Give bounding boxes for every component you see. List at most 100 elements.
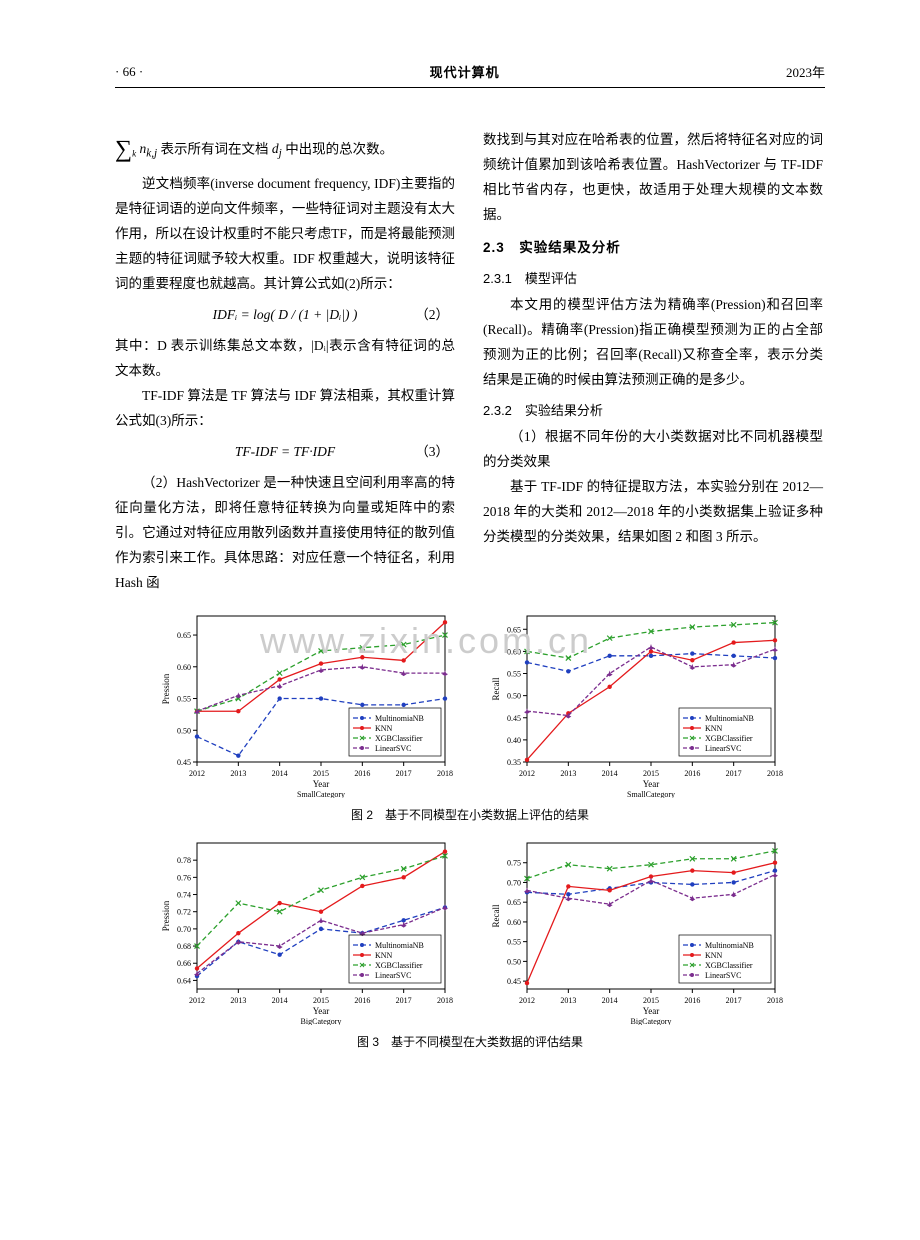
fig2-row: 0.45 0.50 0.55 0.60 0.65 2012 2013 2014 2015 2016… [115,608,825,798]
svg-text:MultinomiaNB: MultinomiaNB [705,714,754,723]
svg-text:2018: 2018 [437,769,453,778]
svg-text:0.60: 0.60 [177,663,191,672]
f: IDFᵢ = log( D / (1 + |Dᵢ|) ) [213,303,358,328]
svg-text:0.68: 0.68 [177,942,191,951]
svg-text:0.78: 0.78 [177,856,191,865]
svg-text:2016: 2016 [354,996,370,1005]
svg-text:0.50: 0.50 [507,957,521,966]
svg-text:0.55: 0.55 [507,938,521,947]
para-r2: 基于 TF-IDF 的特征提取方法，本实验分别在 2012—2018 年的大类和… [483,475,823,550]
svg-text:2013: 2013 [230,996,246,1005]
svg-text:2016: 2016 [684,769,700,778]
svg-text:Recall: Recall [491,677,501,700]
svg-text:0.60: 0.60 [507,918,521,927]
svg-text:Year: Year [643,779,660,789]
svg-text:BigCategory: BigCategory [301,1017,342,1025]
svg-text:KNN: KNN [375,724,393,733]
svg-text:MultinomiaNB: MultinomiaNB [705,941,754,950]
fig3-caption: 图 3 基于不同模型在大类数据的评估结果 [115,1033,825,1050]
svg-text:MultinomiaNB: MultinomiaNB [375,714,424,723]
svg-text:2016: 2016 [354,769,370,778]
svg-text:0.75: 0.75 [507,859,521,868]
svg-text:0.35: 0.35 [507,758,521,767]
svg-text:0.76: 0.76 [177,873,191,882]
sec-2-3: 2.3 实验结果及分析 [483,236,823,261]
para-hash: （2）HashVectorizer 是一种快速且空间利用率高的特征向量化方法，即… [115,471,455,596]
left-column: ∑k nk,j 表示所有词在文档 dj 中出现的总次数。 逆文档频率(inver… [115,128,455,596]
svg-text:0.45: 0.45 [507,977,521,986]
fig2-caption: 图 2 基于不同模型在小类数据上评估的结果 [115,806,825,823]
svg-text:2018: 2018 [437,996,453,1005]
svg-text:2012: 2012 [519,996,535,1005]
fig3-row: 0.64 0.66 0.68 0.70 0.72 0.74 0.76 0.78 2012 2013… [115,835,825,1025]
svg-text:2014: 2014 [602,769,618,778]
sec-2-3-1: 2.3.1 模型评估 [483,267,823,291]
svg-text:0.45: 0.45 [177,758,191,767]
svg-text:Year: Year [313,1006,330,1016]
svg-text:2018: 2018 [767,996,783,1005]
svg-text:KNN: KNN [705,724,723,733]
svg-text:0.74: 0.74 [177,890,191,899]
svg-text:LinearSVC: LinearSVC [375,971,411,980]
svg-text:XGBClassifier: XGBClassifier [705,734,753,743]
svg-text:2014: 2014 [602,996,618,1005]
svg-text:0.65: 0.65 [177,631,191,640]
para-idf: 逆文档频率(inverse document frequency, IDF)主要… [115,172,455,297]
svg-text:Year: Year [643,1006,660,1016]
svg-text:KNN: KNN [705,951,723,960]
svg-text:BigCategory: BigCategory [631,1017,672,1025]
svg-text:2017: 2017 [726,996,742,1005]
svg-text:2017: 2017 [396,769,412,778]
svg-text:2013: 2013 [560,996,576,1005]
sec-2-3-2: 2.3.2 实验结果分析 [483,399,823,423]
svg-text:0.60: 0.60 [507,647,521,656]
svg-text:0.65: 0.65 [507,898,521,907]
svg-text:2013: 2013 [560,769,576,778]
para-sigma: ∑k nk,j 表示所有词在文档 dj 中出现的总次数。 [115,128,455,172]
page-number: · 66 · [115,64,143,80]
right-column: 数找到与其对应在哈希表的位置，然后将特征名对应的词频统计值累加到该哈希表位置。H… [483,128,823,596]
svg-text:0.70: 0.70 [177,925,191,934]
svg-text:2015: 2015 [313,996,329,1005]
fig2-left-chart: 0.450.500.550.600.6520122013201420152016… [155,608,455,798]
svg-text:2014: 2014 [272,769,288,778]
fig2-right-chart: 0.350.400.450.500.550.600.65201220132014… [485,608,785,798]
svg-text:LinearSVC: LinearSVC [705,744,741,753]
journal-title: 现代计算机 [430,62,500,81]
svg-text:0.55: 0.55 [177,694,191,703]
svg-text:XGBClassifier: XGBClassifier [375,961,423,970]
t: 表示所有词在文档 [161,141,269,156]
svg-text:2012: 2012 [519,769,535,778]
svg-text:0.65: 0.65 [507,625,521,634]
svg-text:2015: 2015 [643,996,659,1005]
fig3-left-chart: 0.64 0.66 0.68 0.70 0.72 0.74 0.76 0.78 2012 2013… [155,835,455,1025]
svg-text:LinearSVC: LinearSVC [705,971,741,980]
para-eval: 本文用的模型评估方法为精确率(Pression)和召回率(Recall)。精确率… [483,293,823,393]
year: 2023年 [786,62,825,81]
svg-text:0.50: 0.50 [507,692,521,701]
svg-text:SmallCategory: SmallCategory [297,790,345,798]
para-hash-cont: 数找到与其对应在哈希表的位置，然后将特征名对应的词频统计值累加到该哈希表位置。H… [483,128,823,228]
svg-text:0.72: 0.72 [177,908,191,917]
svg-text:2017: 2017 [396,996,412,1005]
svg-text:2018: 2018 [767,769,783,778]
f: TF-IDF = TF·IDF [235,440,335,465]
svg-text:MultinomiaNB: MultinomiaNB [375,941,424,950]
page-header: · 66 · 现代计算机 2023年 [115,62,825,88]
svg-text:2015: 2015 [313,769,329,778]
para-where: 其中：D 表示训练集总文本数，|Dᵢ|表示含有特征词的总文本数。 [115,334,455,384]
svg-text:0.64: 0.64 [177,976,191,985]
svg-text:KNN: KNN [375,951,393,960]
svg-text:Pression: Pression [161,900,171,931]
svg-text:2012: 2012 [189,769,205,778]
fnum: （2） [415,303,449,328]
t: 中出现的总次数。 [285,141,393,156]
svg-text:2012: 2012 [189,996,205,1005]
svg-text:0.70: 0.70 [507,878,521,887]
svg-text:0.66: 0.66 [177,959,191,968]
svg-text:0.50: 0.50 [177,726,191,735]
svg-text:2016: 2016 [684,996,700,1005]
svg-text:0.45: 0.45 [507,714,521,723]
para-r1: （1）根据不同年份的大小类数据对比不同机器模型的分类效果 [483,425,823,475]
svg-text:0.55: 0.55 [507,669,521,678]
